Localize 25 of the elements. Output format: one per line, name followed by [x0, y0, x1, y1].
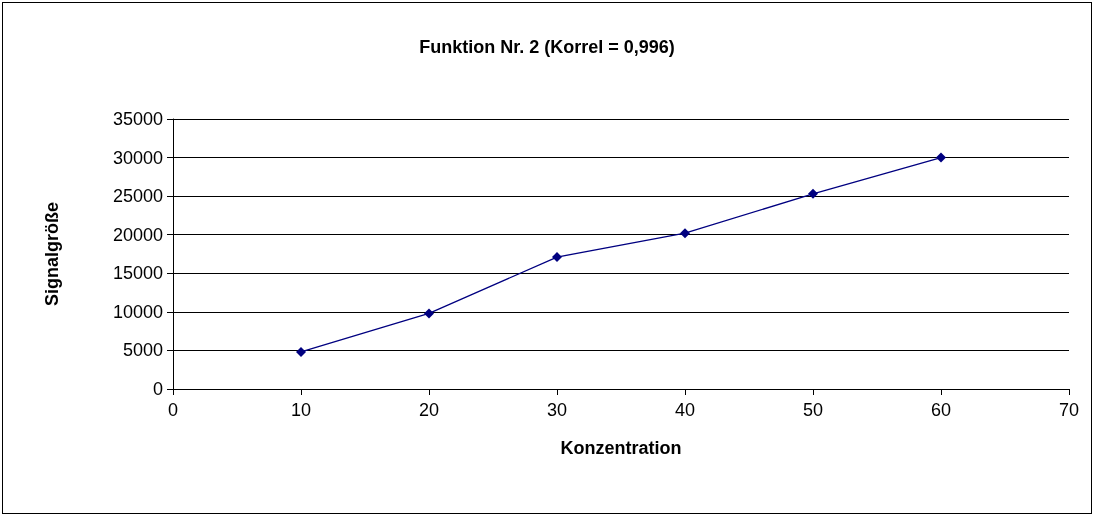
x-tick-label: 0 — [167, 400, 179, 420]
point — [936, 152, 946, 163]
y-tick-label: 15000 — [112, 263, 163, 284]
x-tick-label: 20 — [418, 400, 440, 420]
y-tick-label: 0 — [152, 379, 163, 399]
y-tick-label: 5000 — [122, 340, 163, 361]
y-tick-label: 25000 — [112, 186, 163, 207]
x-axis-title: Konzentration — [560, 438, 682, 458]
y-tick-label: 35000 — [112, 109, 163, 129]
point — [808, 188, 818, 199]
x-tick-label: 70 — [1058, 400, 1080, 420]
point — [680, 228, 690, 239]
y-axis-title: Signalgröße — [42, 201, 62, 307]
point — [424, 308, 434, 319]
point — [552, 252, 562, 263]
y-tick-label: 10000 — [112, 301, 163, 322]
x-tick-label: 10 — [290, 400, 312, 420]
x-tick-label: 40 — [674, 400, 696, 420]
x-tick-label: 50 — [802, 400, 824, 420]
y-tick-label: 20000 — [112, 224, 163, 245]
chart-title: Funktion Nr. 2 (Korrel = 0,996) — [419, 37, 675, 57]
point — [296, 346, 306, 357]
x-tick-label: 30 — [546, 400, 568, 420]
y-tick-label: 30000 — [112, 147, 163, 168]
x-tick-label: 60 — [930, 400, 952, 420]
